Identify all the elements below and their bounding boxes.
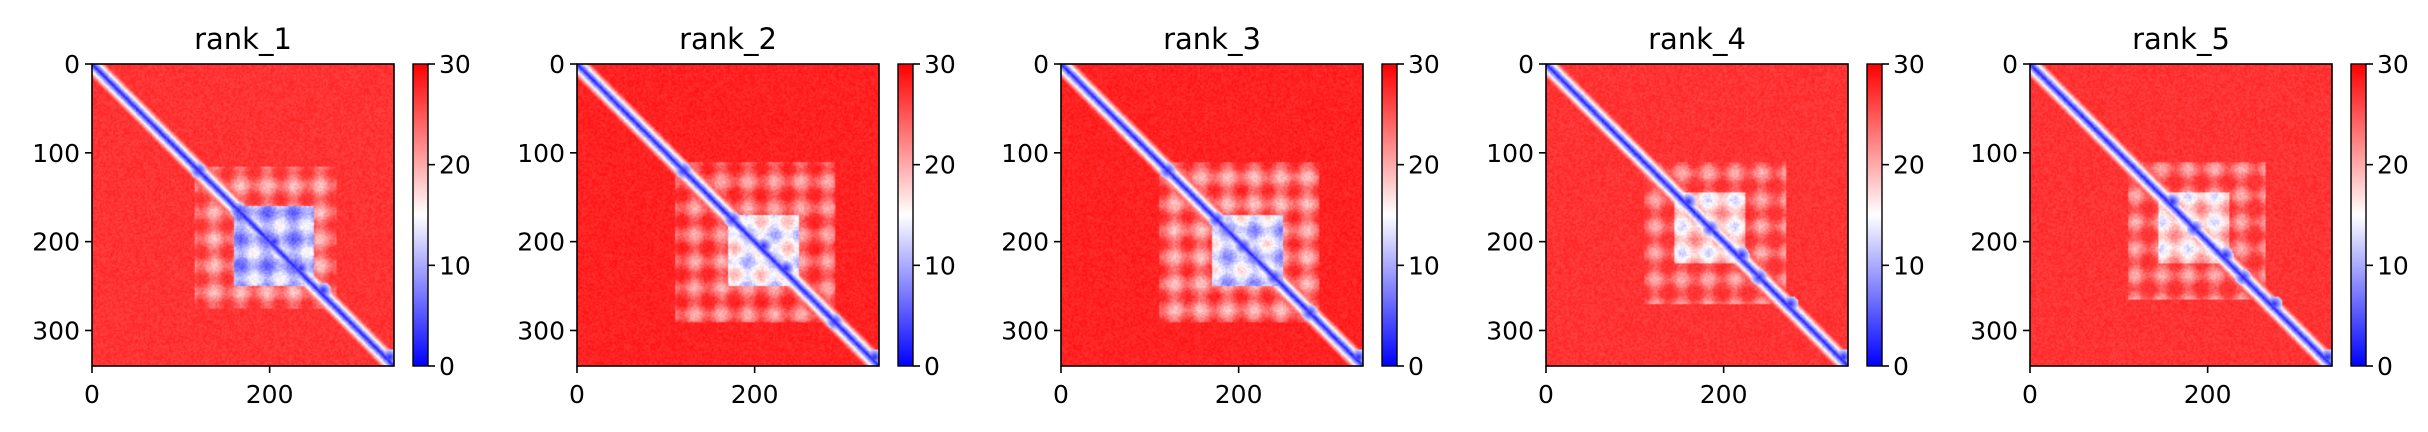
x-tick-label: 200: [1215, 380, 1263, 409]
y-tick-label: 200: [1486, 228, 1534, 257]
heatmap-matrix: [92, 64, 394, 366]
colorbar-tick-label: 10: [1893, 251, 1925, 280]
y-tick-label: 100: [1001, 139, 1049, 168]
y-tick-label: 100: [517, 139, 565, 168]
colorbar-tick-label: 10: [924, 251, 956, 280]
x-tick-label: 0: [1538, 380, 1554, 409]
axes-frame: [1060, 63, 1364, 367]
x-tick-label: 0: [2022, 380, 2038, 409]
heatmap-matrix: [1061, 64, 1363, 366]
colorbar: [897, 63, 914, 367]
panel-title: rank_1: [194, 22, 292, 56]
colorbar: [412, 63, 429, 367]
colorbar: [1381, 63, 1398, 367]
x-tick-label: 200: [731, 380, 779, 409]
panel-title: rank_3: [1163, 22, 1261, 56]
y-tick-label: 300: [32, 316, 80, 345]
x-tick-label: 200: [1700, 380, 1748, 409]
x-tick-label: 200: [2184, 380, 2232, 409]
axes-frame: [2029, 63, 2333, 367]
heatmap-panel-1: rank_1 0 100 200 300 0 200 0 10 20 30: [32, 22, 471, 409]
y-tick-label: 300: [1001, 316, 1049, 345]
y-tick-label: 0: [1518, 50, 1534, 79]
colorbar-tick-label: 20: [1893, 151, 1925, 180]
colorbar-tick-label: 20: [439, 151, 471, 180]
heatmap-panel-5: rank_5 0 100 200 300 0 200 0 10 20 30: [1970, 22, 2409, 409]
y-tick-label: 100: [1970, 139, 2018, 168]
axes-frame: [1545, 63, 1849, 367]
x-tick-label: 0: [1053, 380, 1069, 409]
y-tick-label: 0: [2002, 50, 2018, 79]
colorbar-tick-label: 0: [439, 352, 455, 381]
y-tick-label: 300: [517, 316, 565, 345]
colorbar-tick-label: 0: [1893, 352, 1909, 381]
panel-title: rank_4: [1648, 22, 1746, 56]
colorbar-tick-label: 10: [1408, 251, 1440, 280]
colorbar: [2350, 63, 2367, 367]
colorbar-tick-label: 30: [924, 50, 956, 79]
x-tick-label: 0: [84, 380, 100, 409]
colorbar-tick-label: 30: [1408, 50, 1440, 79]
panel-title: rank_5: [2132, 22, 2230, 56]
y-tick-label: 200: [517, 228, 565, 257]
colorbar-tick-label: 30: [1893, 50, 1925, 79]
colorbar-tick-label: 0: [2377, 352, 2393, 381]
y-tick-label: 300: [1486, 316, 1534, 345]
colorbar-tick-label: 20: [924, 151, 956, 180]
y-tick-label: 300: [1970, 316, 2018, 345]
colorbar-tick-label: 0: [1408, 352, 1424, 381]
y-tick-label: 0: [549, 50, 565, 79]
y-tick-label: 200: [1970, 228, 2018, 257]
y-tick-label: 200: [32, 228, 80, 257]
colorbar-tick-label: 10: [439, 251, 471, 280]
colorbar-tick-label: 10: [2377, 251, 2409, 280]
colorbar-tick-label: 0: [924, 352, 940, 381]
heatmap-matrix: [1546, 64, 1848, 366]
x-tick-label: 0: [569, 380, 585, 409]
heatmap-panel-2: rank_2 0 100 200 300 0 200 0 10 20 30: [517, 22, 956, 409]
axes-frame: [576, 63, 880, 367]
heatmap-matrix: [2030, 64, 2332, 366]
axes-frame: [91, 63, 395, 367]
y-tick-label: 0: [1033, 50, 1049, 79]
colorbar-tick-label: 30: [439, 50, 471, 79]
x-tick-label: 200: [246, 380, 294, 409]
heatmap-panel-4: rank_4 0 100 200 300 0 200 0 10 20 30: [1486, 22, 1925, 409]
y-tick-label: 100: [1486, 139, 1534, 168]
colorbar-tick-label: 20: [1408, 151, 1440, 180]
y-tick-label: 200: [1001, 228, 1049, 257]
heatmap-matrix: [577, 64, 879, 366]
heatmap-panel-3: rank_3 0 100 200 300 0 200 0 10 20 30: [1001, 22, 1440, 409]
colorbar-tick-label: 30: [2377, 50, 2409, 79]
panel-title: rank_2: [679, 22, 777, 56]
colorbar-tick-label: 20: [2377, 151, 2409, 180]
colorbar: [1866, 63, 1883, 367]
y-tick-label: 100: [32, 139, 80, 168]
y-tick-label: 0: [64, 50, 80, 79]
